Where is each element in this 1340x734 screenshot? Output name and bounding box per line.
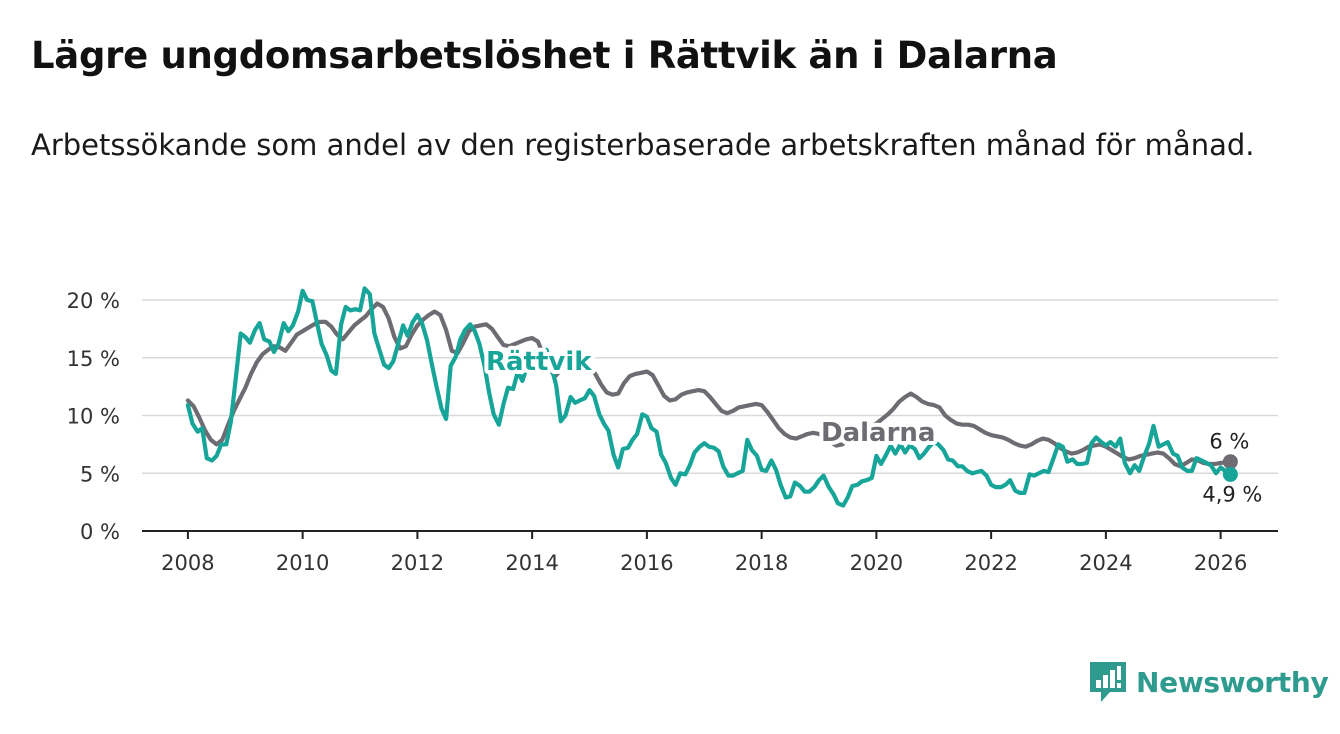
brand-name: Newsworthy [1136,665,1329,699]
newsworthy-logo-icon [1090,662,1126,702]
y-tick-label: 5 % [80,462,120,486]
x-tick-label: 2014 [505,551,558,575]
series-label-dalarna: Dalarna [821,418,935,448]
x-tick-label: 2010 [276,551,329,575]
x-tick-label: 2012 [391,551,444,575]
x-tick-label: 2008 [161,551,214,575]
x-tick-label: 2026 [1194,551,1247,575]
y-tick-label: 20 % [67,289,120,313]
chart-subtitle: Arbetssökande som andel av den registerb… [31,128,1255,162]
chart-title: Lägre ungdomsarbetslöshet i Rättvik än i… [31,34,1058,77]
x-tick-label: 2024 [1079,551,1132,575]
newsworthy-brand: Newsworthy [1088,660,1329,704]
series-label-dalarna-halo: Dalarna [821,418,935,448]
y-tick-label: 10 % [67,405,120,429]
x-axis-ticks: 2008 2010 2012 2014 2016 2018 2020 2022 2024 2026 [161,531,1247,575]
series-line-rttvik [185,286,1233,508]
series-end-marker [1222,466,1238,482]
end-label-dalarna: 6 % [1209,430,1249,454]
end-label-rattvik: 4,9 % [1202,482,1262,506]
series-label-rattvik: Rättvik [486,347,592,377]
x-tick-label: 2022 [964,551,1017,575]
x-tick-label: 2016 [620,551,673,575]
series-line-dalarna [185,301,1233,469]
gridlines [142,299,1278,475]
y-tick-label: 15 % [67,347,120,371]
series-end-marker [1222,454,1238,470]
y-tick-label: 0 % [80,520,120,544]
series-lines [185,286,1238,508]
series-label-rattvik-halo: Rättvik [486,347,592,377]
x-tick-label: 2020 [850,551,903,575]
x-tick-label: 2018 [735,551,788,575]
y-axis-tick-labels: 0 % 5 % 10 % 15 % 20 % [67,289,120,544]
